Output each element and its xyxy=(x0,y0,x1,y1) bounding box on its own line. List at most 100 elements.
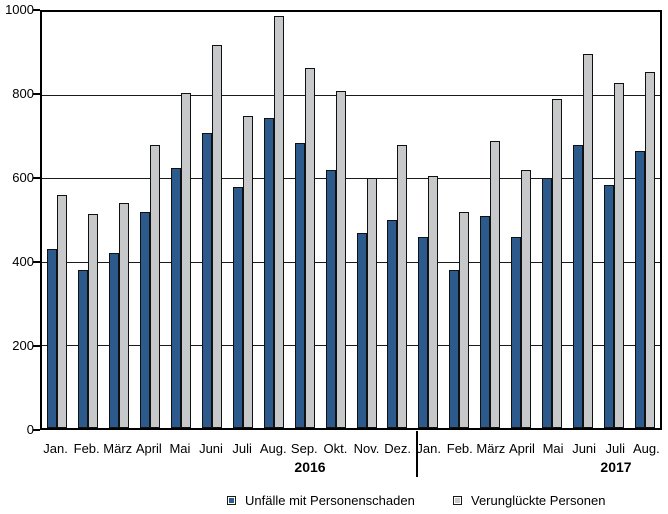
bar-verunglueckte-2016-Aug xyxy=(273,16,284,428)
bar-unfaelle-2017-April xyxy=(511,236,522,428)
bar-unfaelle-2016-Okt xyxy=(325,170,336,428)
x-tick-label-2017-Aug: Aug. xyxy=(632,441,660,456)
gridline-y-200 xyxy=(42,344,660,346)
x-tick-label-2016-Feb: Feb. xyxy=(73,441,100,456)
bar-verunglueckte-2016-Juli xyxy=(242,116,253,428)
bar-group-2016-Mai xyxy=(166,12,197,428)
y-tick-mark-0 xyxy=(33,429,40,431)
bar-group-2016-Feb xyxy=(73,12,104,428)
x-tick-label-2016-Dez: Dez. xyxy=(384,441,411,456)
y-tick-mark-800 xyxy=(33,93,40,95)
x-axis-labels: Jan. Feb. März April Mai Juni Juli Aug. Sep. Okt.… xyxy=(40,441,662,456)
bar-group-2016-März xyxy=(104,12,135,428)
y-tick-label-400: 400 xyxy=(12,254,34,269)
bar-unfaelle-2017-März xyxy=(480,215,491,428)
x-tick-label-2017-April: April xyxy=(508,441,535,456)
bar-unfaelle-2016-Juli xyxy=(232,186,243,428)
bar-verunglueckte-2017-Jan xyxy=(428,176,439,428)
bar-verunglueckte-2016-Sep xyxy=(304,68,315,428)
legend-label-verungl: Verunglückte Personen xyxy=(471,493,606,508)
bar-group-2016-April xyxy=(135,12,166,428)
bar-unfaelle-2016-Nov xyxy=(356,232,367,428)
bar-unfaelle-2016-Feb xyxy=(78,269,89,428)
y-tick-mark-1000 xyxy=(33,9,40,11)
bar-group-2017-Jan xyxy=(413,12,444,428)
legend-label-unfaelle: Unfälle mit Personenschaden xyxy=(245,493,415,508)
bar-unfaelle-2016-April xyxy=(140,211,151,428)
bar-verunglueckte-2017-April xyxy=(521,170,532,428)
bar-verunglueckte-2017-Juli xyxy=(613,82,624,428)
y-tick-label-1000: 1000 xyxy=(5,2,34,17)
x-tick-label-2016-März: März xyxy=(103,441,133,456)
bar-unfaelle-2016-Juni xyxy=(201,132,212,428)
plot-area xyxy=(40,10,662,430)
bar-group-2017-Juni xyxy=(567,12,598,428)
bar-group-2016-Aug xyxy=(258,12,289,428)
x-tick-label-2016-Juli: Juli xyxy=(232,441,252,456)
bar-group-2017-Feb xyxy=(444,12,475,428)
bar-unfaelle-2016-Dez xyxy=(387,220,398,428)
x-tick-label-2016-Mai: Mai xyxy=(169,441,191,456)
y-tick-label-200: 200 xyxy=(12,338,34,353)
bar-unfaelle-2017-Jan xyxy=(418,236,429,428)
x-tick-label-2016-Sep: Sep. xyxy=(290,441,318,456)
bar-unfaelle-2017-Mai xyxy=(541,178,552,428)
gridline-y-400 xyxy=(42,261,660,263)
bar-unfaelle-2017-Feb xyxy=(449,269,460,428)
bar-unfaelle-2016-Jan xyxy=(47,249,58,428)
bar-verunglueckte-2017-Feb xyxy=(459,211,470,428)
legend-item-unfaelle: Unfälle mit Personenschaden xyxy=(227,493,415,508)
bar-verunglueckte-2016-Nov xyxy=(366,178,377,428)
bar-verunglueckte-2016-April xyxy=(150,145,161,428)
bar-unfaelle-2017-Aug xyxy=(634,151,645,428)
y-tick-label-0: 0 xyxy=(26,422,34,437)
bar-verunglueckte-2016-Okt xyxy=(335,91,346,428)
bar-verunglueckte-2016-Dez xyxy=(397,145,408,428)
bar-unfaelle-2016-Mai xyxy=(171,168,182,428)
bar-groups xyxy=(42,12,660,428)
y-tick-mark-200 xyxy=(33,345,40,347)
bar-unfaelle-2017-Juni xyxy=(572,145,583,428)
bar-unfaelle-2016-Aug xyxy=(263,118,274,428)
bar-group-2016-Juli xyxy=(227,12,258,428)
x-tick-label-2016-Nov: Nov. xyxy=(353,441,380,456)
legend-swatch-verungl xyxy=(453,496,462,505)
x-tick-label-2016-April: April xyxy=(135,441,162,456)
bar-group-2016-Okt xyxy=(320,12,351,428)
x-tick-label-2017-Jan: Jan. xyxy=(416,441,441,456)
x-tick-label-2017-Juni: Juni xyxy=(572,441,597,456)
year-label-2017: 2017 xyxy=(600,459,632,475)
x-tick-label-2016-Okt: Okt. xyxy=(323,441,348,456)
bar-group-2016-Dez xyxy=(382,12,413,428)
y-tick-label-800: 800 xyxy=(12,86,34,101)
bar-verunglueckte-2017-Aug xyxy=(644,72,655,428)
legend-swatch-unfaelle xyxy=(227,496,236,505)
x-tick-label-2017-Mai: Mai xyxy=(542,441,564,456)
bar-unfaelle-2017-Juli xyxy=(603,184,614,428)
bar-group-2016-Juni xyxy=(197,12,228,428)
bar-group-2017-Juli xyxy=(598,12,629,428)
x-tick-label-2017-Feb: Feb. xyxy=(446,441,473,456)
bar-group-2017-März xyxy=(475,12,506,428)
x-tick-label-2016-Jan: Jan. xyxy=(43,441,68,456)
year-divider-line xyxy=(416,431,418,477)
gridline-y-800 xyxy=(42,95,660,97)
bar-verunglueckte-2016-Mai xyxy=(181,93,192,428)
bar-group-2016-Jan xyxy=(42,12,73,428)
year-label-2016: 2016 xyxy=(294,459,326,475)
x-tick-label-2017-März: März xyxy=(476,441,506,456)
x-tick-label-2017-Juli: Juli xyxy=(605,441,625,456)
gridline-y-600 xyxy=(42,178,660,180)
x-tick-label-2016-Juni: Juni xyxy=(199,441,223,456)
bar-verunglueckte-2016-Jan xyxy=(57,195,68,428)
bar-verunglueckte-2017-Mai xyxy=(551,99,562,428)
y-tick-mark-600 xyxy=(33,177,40,179)
legend-item-verungl: Verunglückte Personen xyxy=(453,493,605,508)
bar-group-2017-April xyxy=(506,12,537,428)
x-tick-label-2016-Aug: Aug. xyxy=(259,441,287,456)
bar-group-2017-Mai xyxy=(537,12,568,428)
bar-verunglueckte-2017-März xyxy=(490,141,501,428)
bar-unfaelle-2016-Sep xyxy=(294,143,305,428)
bar-unfaelle-2016-März xyxy=(109,253,120,428)
